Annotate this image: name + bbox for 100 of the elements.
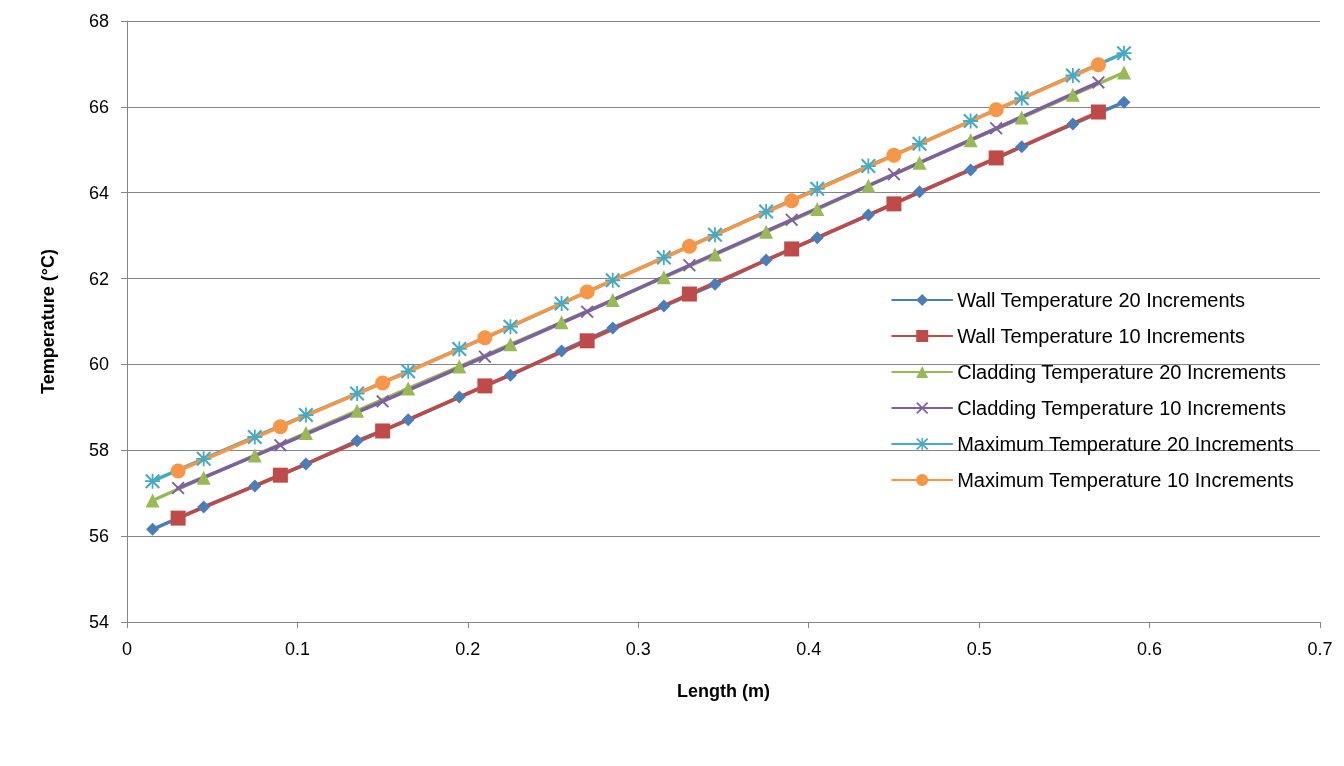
point [452,390,466,404]
x-tick-label: 0.7 [1307,639,1333,659]
point [759,224,774,239]
point [912,155,927,170]
point [861,208,875,222]
point [681,238,697,254]
point [809,181,825,197]
legend-label: Wall Temperature 10 Increments [957,325,1246,347]
x-tick-label: 0 [121,639,133,659]
point [988,102,1004,118]
y-tick-label: 60 [88,354,109,375]
point [247,448,262,463]
point [401,413,415,427]
point [272,419,288,435]
point [299,457,313,471]
point [171,481,185,495]
point [477,330,493,346]
point [503,368,517,382]
point [810,231,824,245]
point [887,167,901,181]
point [375,375,391,391]
point [988,150,1004,166]
point [758,204,774,220]
point [451,341,467,357]
point [580,305,594,319]
point [1090,104,1106,120]
point [707,227,723,243]
point [681,286,697,302]
point [197,500,211,514]
point [376,394,390,408]
y-axis-title: Temperature (°C) [38,249,58,394]
point [452,359,467,374]
point [400,363,416,379]
point [707,247,722,262]
point [708,277,722,291]
point [657,299,671,313]
point [1014,90,1030,106]
point [1014,110,1029,125]
point [478,350,492,364]
point [860,158,876,174]
point [247,429,263,445]
point [555,344,569,358]
point [606,321,620,335]
point [861,178,876,193]
x-tick-label: 0.5 [966,639,992,659]
point [298,426,313,441]
point [196,470,211,485]
point [810,202,825,217]
y-tick-label: 58 [88,440,109,461]
point [759,253,773,267]
point [964,163,978,177]
point [656,270,671,285]
point [503,337,518,352]
point [785,213,799,227]
x-tick-label: 0.3 [625,639,651,659]
point [196,451,212,467]
point [784,193,800,209]
point [477,378,493,394]
y-tick-label: 66 [88,96,109,117]
point [145,493,160,508]
point [605,272,621,288]
point [886,196,902,212]
point [375,423,391,439]
x-tick-label: 0.6 [1137,639,1163,659]
point [579,333,595,349]
point [1116,45,1132,61]
point [963,113,979,129]
point [350,403,365,418]
point [682,258,696,272]
legend-label: Cladding Temperature 10 Increments [957,397,1286,419]
x-tick-label: 0.2 [455,639,481,659]
x-tick-label: 0.4 [796,639,822,659]
point [605,293,620,308]
point [1117,65,1132,80]
point [401,381,416,396]
point [1117,95,1131,109]
y-tick-label: 64 [88,182,109,203]
y-tick-label: 68 [88,11,109,31]
x-axis-title: Length (m) [677,681,770,701]
legend-label: Maximum Temperature 20 Increments [957,433,1294,455]
point [912,185,926,199]
point [170,510,186,526]
point [1066,117,1080,131]
point [886,147,902,163]
point [1090,57,1106,73]
point [273,438,287,452]
point [248,479,262,493]
legend-label: Wall Temperature 20 Increments [957,289,1246,311]
point [963,133,978,148]
point [554,315,569,330]
point [579,284,595,300]
point [298,407,314,423]
point [989,121,1003,135]
point [170,463,186,479]
y-tick-label: 56 [88,526,109,547]
point [349,386,365,402]
point [1065,87,1080,102]
y-tick-label: 62 [88,268,109,289]
legend-label: Maximum Temperature 10 Increments [957,469,1294,491]
point [146,522,160,536]
